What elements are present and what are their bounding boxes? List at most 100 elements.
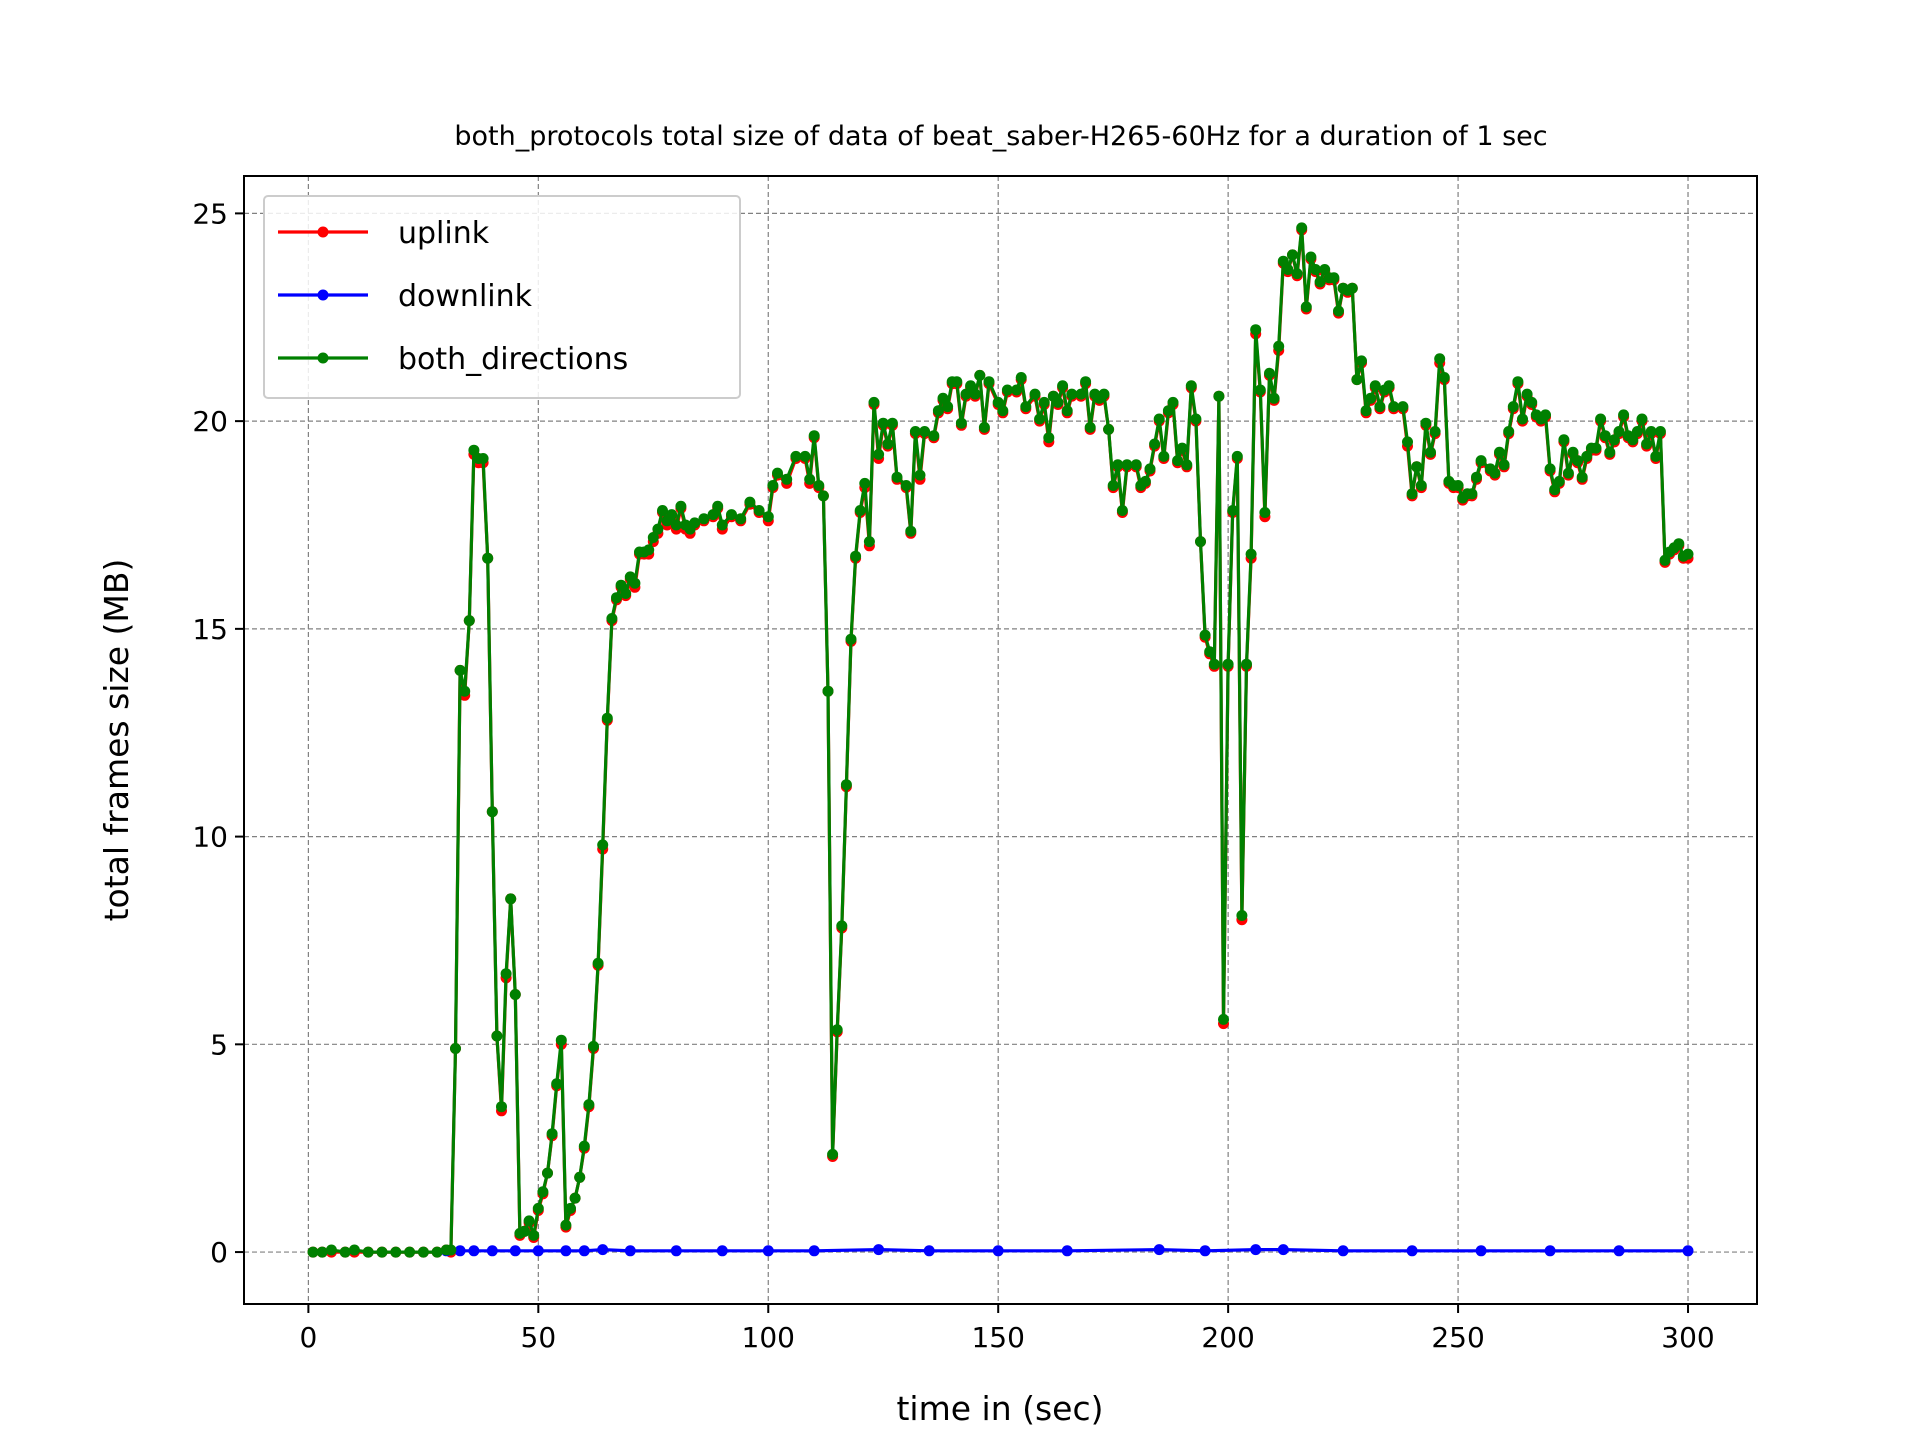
data-point xyxy=(1199,629,1211,641)
data-point xyxy=(390,1246,402,1258)
data-point xyxy=(1351,374,1363,386)
data-point xyxy=(574,1171,586,1183)
data-point xyxy=(615,579,627,591)
data-point xyxy=(537,1186,549,1198)
data-point xyxy=(1654,426,1666,437)
data-point xyxy=(992,396,1004,408)
data-point xyxy=(1397,401,1409,413)
data-point xyxy=(1406,488,1418,500)
data-point xyxy=(1254,384,1266,396)
data-point xyxy=(1287,249,1298,261)
data-point xyxy=(417,1246,429,1258)
data-point xyxy=(500,968,512,980)
data-point xyxy=(1369,380,1381,392)
data-point xyxy=(1645,426,1657,437)
data-point xyxy=(877,417,889,429)
data-point xyxy=(1061,1245,1073,1257)
data-point xyxy=(1659,554,1671,566)
data-point xyxy=(836,920,848,932)
data-point xyxy=(1673,538,1685,550)
data-point xyxy=(891,471,903,483)
data-point xyxy=(1627,434,1639,446)
data-point xyxy=(928,430,940,442)
data-point xyxy=(716,1245,728,1257)
data-point xyxy=(675,500,687,512)
data-point xyxy=(1149,438,1161,450)
data-point xyxy=(454,1245,466,1257)
data-point xyxy=(762,1245,774,1257)
data-point xyxy=(1526,396,1538,408)
data-point xyxy=(624,1245,636,1257)
data-point xyxy=(542,1167,553,1179)
data-point xyxy=(1411,461,1423,473)
legend-label: downlink xyxy=(398,279,533,314)
data-point xyxy=(790,450,802,462)
data-point xyxy=(307,1246,319,1258)
data-point xyxy=(1595,413,1607,425)
data-point xyxy=(813,480,825,491)
data-point xyxy=(1061,405,1073,417)
data-point xyxy=(1475,455,1487,467)
data-point xyxy=(1139,475,1151,487)
data-point xyxy=(1599,430,1611,442)
data-point xyxy=(1466,488,1478,500)
data-point xyxy=(1227,505,1239,516)
data-point xyxy=(1121,459,1133,471)
data-point xyxy=(491,1030,503,1042)
data-point xyxy=(707,509,719,521)
data-point xyxy=(1195,536,1206,548)
data-point xyxy=(753,505,765,516)
data-point xyxy=(1268,392,1280,404)
data-point xyxy=(362,1246,374,1258)
data-point xyxy=(1562,467,1574,479)
data-point xyxy=(532,1202,544,1214)
data-point xyxy=(1415,480,1427,491)
data-point xyxy=(1604,446,1616,458)
data-point xyxy=(1613,1245,1625,1257)
data-point xyxy=(1576,471,1588,483)
data-point xyxy=(666,509,678,521)
data-point xyxy=(1066,388,1078,400)
data-point xyxy=(348,1244,360,1256)
data-point xyxy=(1199,1245,1211,1257)
data-point xyxy=(1029,388,1041,400)
data-point xyxy=(1001,384,1013,396)
data-point xyxy=(1314,276,1326,288)
data-point xyxy=(1507,401,1519,413)
data-point xyxy=(643,544,655,556)
data-point xyxy=(827,1148,839,1160)
data-point xyxy=(1544,463,1556,475)
data-point xyxy=(1429,426,1441,437)
data-point xyxy=(1185,380,1197,392)
data-point xyxy=(1346,282,1358,294)
data-point xyxy=(859,477,871,489)
data-point xyxy=(726,509,737,521)
data-point xyxy=(1328,272,1340,284)
data-point xyxy=(1172,455,1184,467)
legend: uplink downlink both_directions xyxy=(263,195,741,399)
data-point xyxy=(1567,446,1579,458)
data-point xyxy=(822,685,834,697)
data-point xyxy=(477,453,489,464)
data-point xyxy=(1218,1013,1229,1025)
data-point xyxy=(974,369,986,381)
data-point xyxy=(1259,507,1271,518)
data-point xyxy=(445,1244,457,1256)
data-point xyxy=(1438,372,1450,383)
data-point xyxy=(1052,396,1064,408)
data-point xyxy=(1190,413,1202,425)
data-point xyxy=(1181,459,1193,471)
x-tick-label: 100 xyxy=(742,1321,795,1354)
data-point xyxy=(983,376,995,388)
data-point xyxy=(845,633,857,645)
data-point xyxy=(1034,413,1046,425)
data-point xyxy=(854,505,866,516)
data-point xyxy=(1075,388,1087,400)
legend-label: both_directions xyxy=(398,342,628,377)
data-point xyxy=(505,893,517,905)
data-point xyxy=(1282,264,1294,275)
data-point xyxy=(482,552,494,564)
x-axis-label: time in (sec) xyxy=(896,1389,1103,1428)
data-point xyxy=(1374,401,1386,413)
data-point xyxy=(886,417,898,429)
